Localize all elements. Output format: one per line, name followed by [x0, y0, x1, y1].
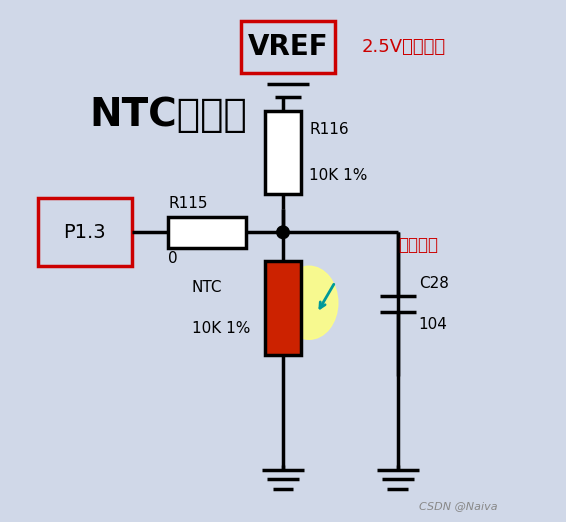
Text: 滤波电容: 滤波电容	[398, 236, 438, 254]
Text: R115: R115	[168, 196, 208, 211]
Text: C28: C28	[419, 276, 449, 291]
Text: 104: 104	[419, 317, 448, 333]
Text: NTC: NTC	[192, 280, 222, 294]
Text: 10K 1%: 10K 1%	[309, 169, 367, 183]
Text: 2.5V参考电压: 2.5V参考电压	[361, 38, 445, 56]
Text: 0: 0	[168, 251, 178, 266]
Bar	[265, 111, 301, 195]
Bar	[168, 217, 246, 248]
Bar	[38, 198, 132, 266]
Text: R116: R116	[309, 122, 349, 137]
Circle shape	[277, 226, 289, 239]
Text: 10K 1%: 10K 1%	[192, 322, 250, 336]
Ellipse shape	[280, 266, 338, 339]
Text: VREF: VREF	[248, 33, 328, 61]
Text: P1.3: P1.3	[63, 223, 106, 242]
Text: CSDN @Naiva: CSDN @Naiva	[419, 502, 498, 512]
Bar	[265, 261, 301, 355]
Text: NTC测温度: NTC测温度	[90, 96, 248, 134]
Bar	[241, 21, 335, 73]
